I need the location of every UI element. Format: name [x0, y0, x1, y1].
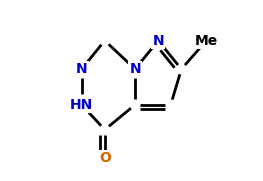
Text: Me: Me	[195, 34, 218, 48]
Text: O: O	[99, 151, 111, 165]
Text: N: N	[129, 62, 141, 76]
Text: N: N	[153, 34, 164, 48]
Text: N: N	[76, 62, 87, 76]
Text: HN: HN	[70, 98, 93, 112]
